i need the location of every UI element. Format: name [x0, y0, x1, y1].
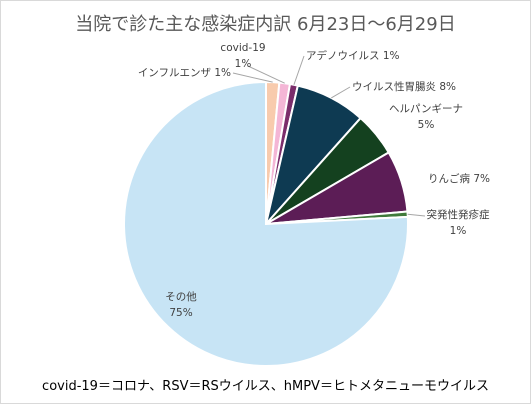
data-label-other: その他 75%: [165, 290, 197, 319]
leader-line-adenovirus: [293, 55, 305, 85]
data-label-adenovirus: アデノウイルス 1%: [306, 49, 400, 62]
data-label-influenza: インフルエンザ 1%: [138, 67, 231, 79]
data-label-viral-gastroenteritis: ウイルス性胃腸炎 8%: [352, 80, 456, 93]
leader-line-roseola: [407, 213, 426, 217]
leader-line-influenza: [232, 72, 273, 83]
chart-footnote: covid-19＝コロナ、RSV＝RSウイルス、hMPV＝ヒトメタニューモウイル…: [42, 379, 489, 394]
chart-title: 当院で診た主な感染症内訳 6月23日～6月29日: [75, 14, 456, 35]
leader-line-covid19: [247, 65, 285, 84]
data-label-apple-disease: りんご病 7%: [428, 172, 490, 185]
data-label-herpangina: ヘルパンギーナ 5%: [389, 103, 463, 131]
data-label-covid19: covid-19 1%: [220, 42, 265, 70]
data-label-roseola: 突発性発疹症 1%: [427, 208, 490, 237]
leader-line-viral-gastroenteritis: [331, 86, 351, 99]
pie-slice-other: [123, 80, 409, 367]
